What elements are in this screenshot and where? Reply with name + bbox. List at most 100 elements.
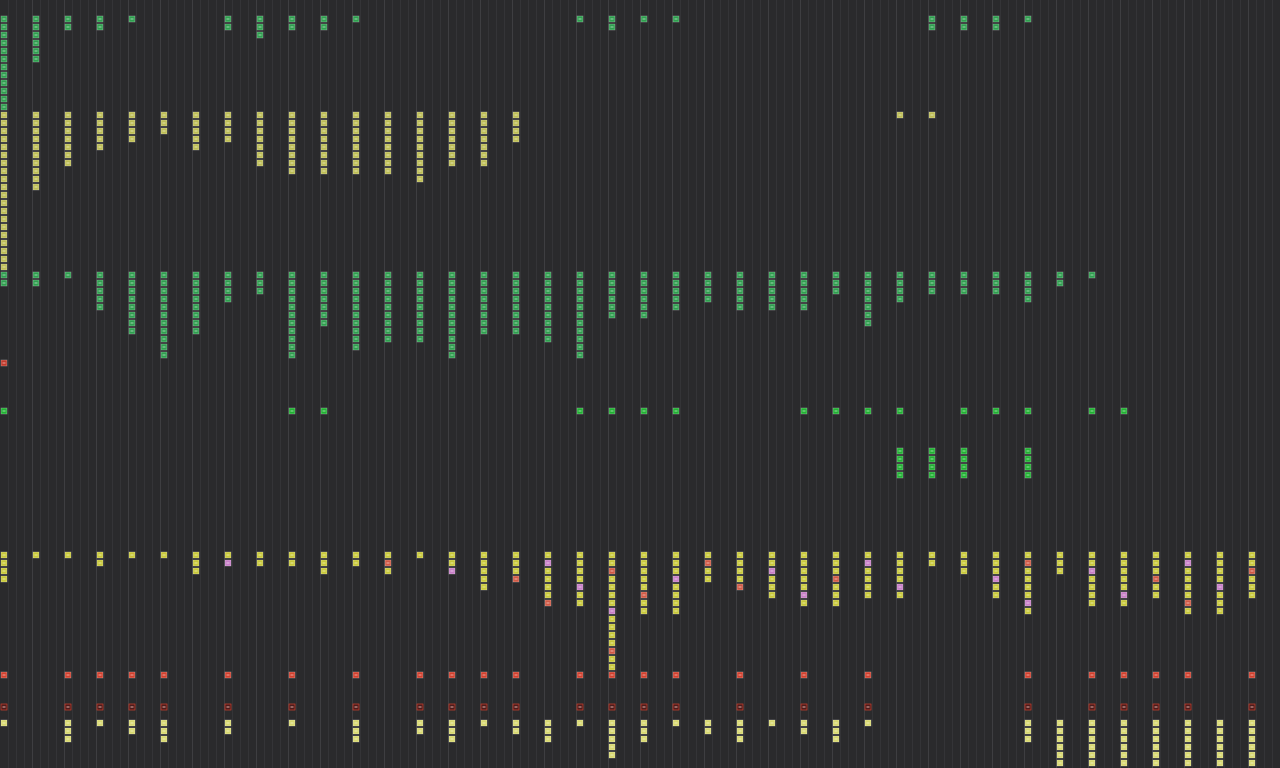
note-glyph (386, 170, 390, 172)
note-glyph (674, 554, 678, 556)
note-glyph (1186, 602, 1190, 604)
note-glyph (418, 322, 422, 324)
note-glyph (578, 18, 582, 20)
note-glyph (258, 138, 262, 140)
note-glyph (642, 594, 646, 596)
note-glyph (674, 674, 678, 676)
note-glyph (514, 730, 518, 732)
note-glyph (962, 26, 966, 28)
note-glyph (354, 722, 358, 724)
note-glyph (34, 162, 38, 164)
note-glyph (546, 554, 550, 556)
note-glyph (1026, 562, 1030, 564)
note-glyph (354, 730, 358, 732)
note-glyph (994, 18, 998, 20)
note-glyph (738, 290, 742, 292)
note-glyph (226, 722, 230, 724)
note-glyph (2, 66, 6, 68)
note-glyph (898, 274, 902, 276)
note-glyph (866, 298, 870, 300)
note-glyph (1026, 290, 1030, 292)
note-glyph (130, 554, 134, 556)
note-glyph (66, 122, 70, 124)
note-glyph (610, 578, 614, 580)
note-glyph (1026, 554, 1030, 556)
note-glyph (258, 162, 262, 164)
note-glyph (2, 194, 6, 196)
note-glyph (674, 610, 678, 612)
note-glyph (1154, 674, 1158, 676)
note-glyph (514, 122, 518, 124)
note-glyph (290, 314, 294, 316)
note-glyph (1090, 706, 1094, 708)
note-glyph (514, 290, 518, 292)
note-glyph (1122, 562, 1126, 564)
note-glyph (162, 122, 166, 124)
note-glyph (1058, 562, 1062, 564)
note-glyph (610, 706, 614, 708)
note-glyph (898, 562, 902, 564)
note-glyph (290, 562, 294, 564)
note-glyph (450, 322, 454, 324)
note-glyph (450, 114, 454, 116)
note-glyph (34, 554, 38, 556)
note-glyph (418, 146, 422, 148)
note-glyph (514, 314, 518, 316)
note-glyph (1218, 730, 1222, 732)
note-glyph (610, 674, 614, 676)
note-glyph (450, 730, 454, 732)
note-glyph (962, 570, 966, 572)
note-glyph (2, 170, 6, 172)
note-glyph (738, 274, 742, 276)
note-glyph (226, 18, 230, 20)
note-glyph (226, 298, 230, 300)
note-glyph (418, 314, 422, 316)
note-glyph (130, 114, 134, 116)
note-glyph (674, 722, 678, 724)
note-glyph (290, 146, 294, 148)
note-glyph (1122, 586, 1126, 588)
note-glyph (546, 314, 550, 316)
note-glyph (706, 298, 710, 300)
note-glyph (578, 338, 582, 340)
note-glyph (290, 282, 294, 284)
note-glyph (1250, 722, 1254, 724)
note-glyph (1026, 586, 1030, 588)
note-glyph (738, 674, 742, 676)
note-glyph (802, 674, 806, 676)
note-glyph (386, 282, 390, 284)
note-glyph (66, 274, 70, 276)
note-glyph (162, 706, 166, 708)
note-glyph (98, 674, 102, 676)
note-glyph (322, 114, 326, 116)
note-glyph (834, 730, 838, 732)
note-glyph (482, 154, 486, 156)
note-glyph (514, 674, 518, 676)
note-glyph (354, 170, 358, 172)
note-glyph (578, 314, 582, 316)
note-glyph (386, 322, 390, 324)
note-glyph (2, 130, 6, 132)
note-glyph (642, 706, 646, 708)
note-glyph (450, 346, 454, 348)
note-glyph (418, 330, 422, 332)
note-glyph (482, 146, 486, 148)
note-glyph (706, 722, 710, 724)
note-glyph (930, 274, 934, 276)
note-glyph (706, 290, 710, 292)
note-glyph (1250, 730, 1254, 732)
note-glyph (450, 154, 454, 156)
note-glyph (418, 722, 422, 724)
note-glyph (98, 282, 102, 284)
note-glyph (34, 274, 38, 276)
note-glyph (418, 554, 422, 556)
note-glyph (290, 554, 294, 556)
note-glyph (482, 162, 486, 164)
note-glyph (482, 130, 486, 132)
note-glyph (290, 354, 294, 356)
note-glyph (546, 322, 550, 324)
note-glyph (770, 722, 774, 724)
note-glyph (642, 570, 646, 572)
note-glyph (66, 554, 70, 556)
note-glyph (66, 162, 70, 164)
